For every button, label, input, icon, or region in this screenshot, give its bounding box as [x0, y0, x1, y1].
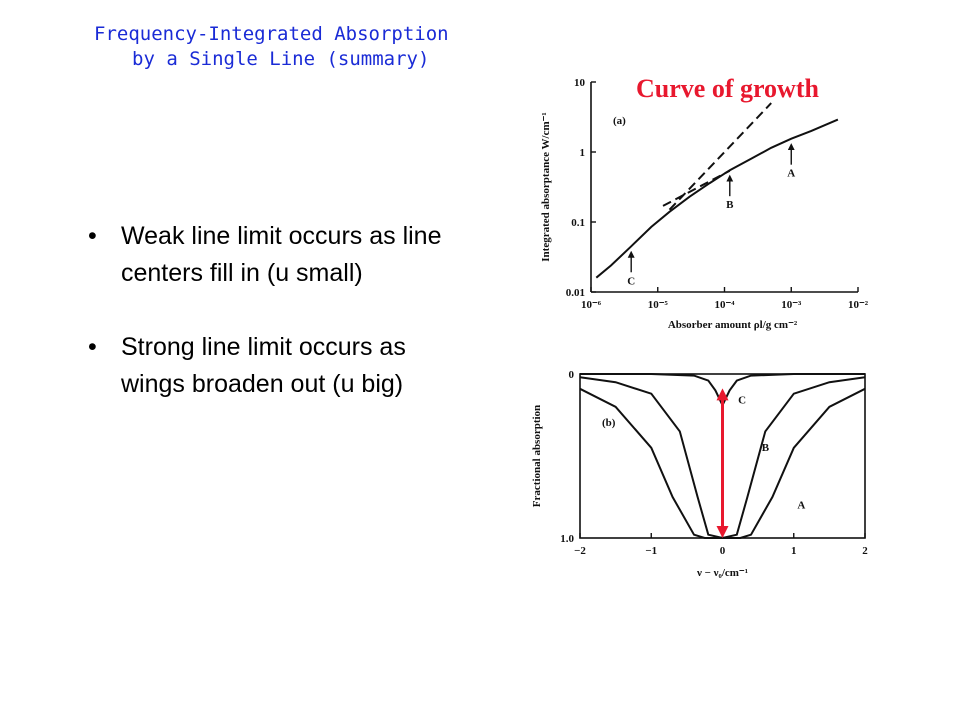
x-tick-label: 10⁻⁵ — [648, 299, 669, 311]
bullet-item: • Weak line limit occurs as line centers… — [88, 218, 451, 292]
bullet-dot-icon: • — [88, 333, 97, 361]
x-tick-label: 0 — [720, 545, 726, 557]
marker-label: C — [627, 275, 635, 287]
bullet-text: Weak line limit occurs as line centers f… — [121, 222, 442, 287]
curve-label: A — [797, 499, 805, 511]
panel-label: (a) — [613, 115, 626, 127]
slide-title: Frequency-Integrated Absorption by a Sin… — [88, 22, 488, 72]
bullet-list: • Weak line limit occurs as line centers… — [88, 218, 468, 403]
x-axis-label: Absorber amount ρl/g cm⁻² — [668, 319, 798, 331]
curve-of-growth-annotation: Curve of growth — [636, 74, 819, 103]
x-tick-label: 10⁻² — [848, 299, 869, 311]
curve-label: C — [738, 395, 746, 407]
bullet-dot-icon: • — [88, 222, 97, 250]
x-tick-label: 10⁻⁴ — [714, 299, 735, 311]
line-profile-panel: 0 1.0−2 −1 0 1 2 ν − ν₀/cm⁻¹ Fractional absorpt… — [531, 369, 868, 579]
y-tick-label: 1 — [580, 147, 586, 159]
bullet-item: • Strong line limit occurs as wings broa… — [88, 329, 451, 403]
y-axis-label: Integrated absorptance W/cm⁻¹ — [540, 112, 552, 261]
y-tick-label: 0.01 — [566, 287, 585, 299]
x-tick-label: 10⁻³ — [781, 299, 802, 311]
y-tick-label: 1.0 — [560, 533, 574, 545]
x-tick-label: 10⁻⁶ — [581, 299, 602, 311]
y-axis-label: Fractional absorption — [531, 405, 543, 507]
asymptote-line — [668, 102, 772, 211]
x-tick-label: −2 — [574, 545, 586, 557]
marker-label: A — [787, 168, 795, 180]
curve-of-growth-panel: 0.01 0.1 1 10 10⁻⁶ 10⁻⁵ 10⁻⁴ 10⁻³ 10⁻² Absorber a… — [540, 77, 869, 331]
asymptote-line — [662, 169, 731, 207]
x-axis-label: ν − ν₀/cm⁻¹ — [696, 567, 748, 579]
marker-label: B — [726, 199, 734, 211]
x-tick-label: 2 — [862, 545, 868, 557]
curve-label: B — [762, 442, 770, 454]
y-tick-label: 0.1 — [571, 217, 585, 229]
profile-curve-a — [579, 387, 866, 539]
growth-curve — [595, 118, 839, 279]
y-tick-label: 10 — [574, 77, 586, 89]
x-tick-label: −1 — [645, 545, 657, 557]
x-tick-label: 1 — [791, 545, 797, 557]
title-line-2: by a Single Line (summary) — [132, 48, 430, 70]
panel-label: (b) — [602, 417, 616, 429]
title-line-1: Frequency-Integrated Absorption — [94, 23, 449, 45]
y-tick-label: 0 — [569, 369, 575, 381]
bullet-text: Strong line limit occurs as wings broade… — [121, 333, 406, 398]
